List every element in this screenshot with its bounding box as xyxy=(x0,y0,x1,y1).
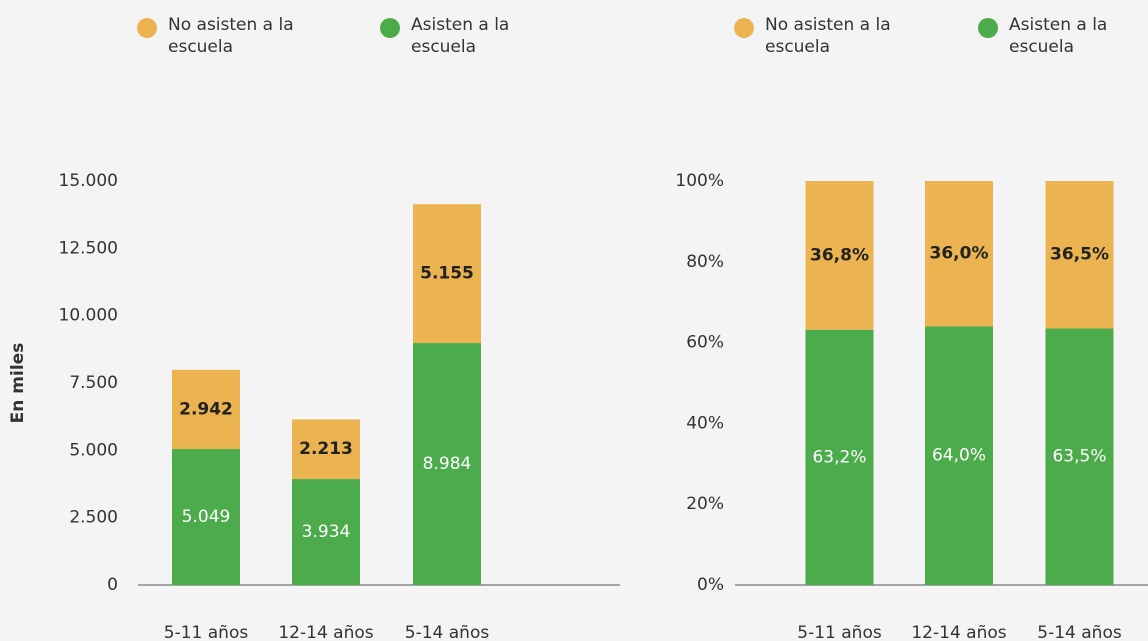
data-label: 36,5% xyxy=(1050,245,1109,265)
x-tick-label: 12-14 años xyxy=(278,623,373,641)
bar-segment xyxy=(413,343,481,585)
bar-segment xyxy=(925,326,993,585)
legend-marker xyxy=(137,18,157,38)
bar-segment xyxy=(292,479,360,585)
legend-marker xyxy=(978,18,998,38)
legend-label: No asisten a la escuela xyxy=(168,15,294,57)
y-tick-label: 100% xyxy=(675,171,724,191)
legend-marker xyxy=(734,18,754,38)
bar-segment xyxy=(1045,181,1114,329)
y-tick-label: 40% xyxy=(686,413,724,433)
bar-segment xyxy=(1045,328,1114,585)
data-label: 63,5% xyxy=(1052,447,1106,467)
x-tick-label: 5-11 años xyxy=(797,623,882,641)
legend-label: No asisten a la escuela xyxy=(765,15,891,57)
x-tick-label: 5-14 años xyxy=(405,623,490,641)
data-label: 5.155 xyxy=(420,264,474,284)
bar-segment xyxy=(925,181,993,327)
data-label: 5.049 xyxy=(182,507,231,527)
data-label: 2.213 xyxy=(299,439,353,459)
y-tick-label: 80% xyxy=(686,252,724,272)
bar-segment xyxy=(413,204,481,344)
legend-label: Asisten a la escuela xyxy=(1009,15,1108,57)
y-tick-label: 20% xyxy=(686,494,724,514)
data-label: 36,8% xyxy=(810,245,869,265)
y-tick-label: 2.500 xyxy=(69,508,118,528)
bar-segment xyxy=(172,449,240,585)
bar-segment xyxy=(805,329,874,585)
x-tick-label: 12-14 años xyxy=(911,623,1006,641)
data-label: 64,0% xyxy=(932,446,986,466)
y-tick-label: 60% xyxy=(686,333,724,353)
y-tick-label: 5.000 xyxy=(69,440,118,460)
legend-label: Asisten a la escuela xyxy=(411,15,510,57)
data-label: 2.942 xyxy=(179,399,233,419)
data-label: 8.984 xyxy=(423,454,472,474)
data-label: 3.934 xyxy=(302,522,351,542)
y-tick-label: 7.500 xyxy=(69,373,118,393)
x-tick-label: 5-14 años xyxy=(1037,623,1122,641)
y-axis-label: En miles xyxy=(8,343,28,424)
y-tick-label: 10.000 xyxy=(59,306,118,326)
y-tick-label: 0% xyxy=(697,575,724,595)
data-label: 63,2% xyxy=(812,447,866,467)
legend-marker xyxy=(380,18,400,38)
bar-segment xyxy=(292,419,360,480)
data-label: 36,0% xyxy=(930,244,989,264)
y-tick-label: 12.500 xyxy=(59,238,118,258)
x-tick-label: 5-11 años xyxy=(164,623,249,641)
y-tick-label: 0 xyxy=(107,575,118,595)
bar-segment xyxy=(172,369,240,450)
bar-segment xyxy=(805,181,874,330)
y-tick-label: 15.000 xyxy=(59,171,118,191)
